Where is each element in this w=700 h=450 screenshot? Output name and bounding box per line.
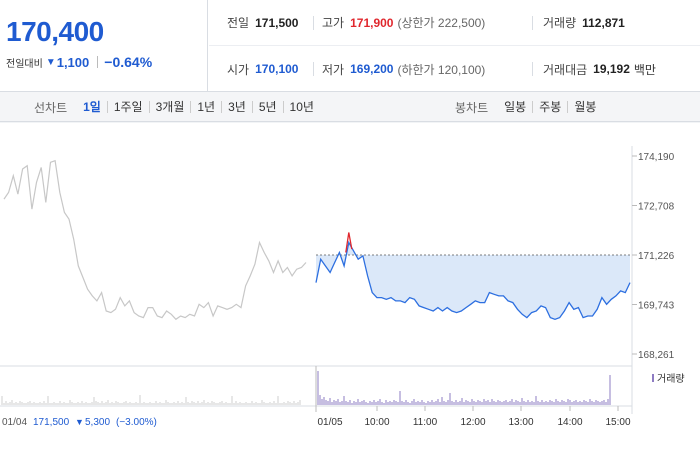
change-divider <box>97 56 99 68</box>
current-price: 170,400 <box>6 16 104 47</box>
tab-1day[interactable]: 1일 <box>83 100 101 114</box>
stat-value: 19,192 <box>593 62 630 76</box>
stats-row-1: 전일 171,500 고가 171,900 (상한가 222,500) 거래량 … <box>209 0 700 46</box>
stat-value: 169,200 <box>350 62 394 76</box>
stat-label: 거래대금 <box>543 62 588 77</box>
stat-value: 171,500 <box>255 15 299 30</box>
stat-open: 시가 170,100 <box>209 46 313 92</box>
stat-label: 시가 <box>227 62 250 77</box>
stat-trade-amount: 거래대금 19,192 백만 <box>533 46 656 92</box>
prev-close: 171,500 <box>33 417 70 428</box>
x-tick-label: 12:00 <box>460 417 485 428</box>
stat-note: (하한가 120,100) <box>397 62 486 77</box>
line-chart-label: 선차트 <box>34 100 68 115</box>
stat-value: 112,871 <box>582 15 625 30</box>
prev-date: 01/04 <box>2 417 27 428</box>
stat-volume: 거래량 112,871 <box>533 0 625 45</box>
x-tick-label: 14:00 <box>557 417 582 428</box>
stat-value: 170,100 <box>255 62 299 76</box>
stat-divider <box>313 62 314 76</box>
tab-3month[interactable]: 3개월 <box>148 101 191 113</box>
x-tick-label: 11:00 <box>413 417 438 428</box>
stat-unit: 백만 <box>633 62 656 77</box>
x-tick-label: 10:00 <box>364 417 389 428</box>
x-tick-label: 13:00 <box>508 417 533 428</box>
y-tick-label: 174,190 <box>638 152 675 163</box>
intraday-high-mark <box>345 232 353 253</box>
change-percent: −0.64% <box>104 54 153 70</box>
stat-high: 고가 171,900 (상한가 222,500) <box>314 0 532 45</box>
tab-daily[interactable]: 일봉 <box>504 100 527 114</box>
prev-day-summary: 01/04 171,500 ▼ 5,300 (−3.00%) <box>2 417 157 428</box>
stat-divider <box>532 62 533 76</box>
quote-header: 170,400 전일대비 ▼ 1,100 −0.64% 전일 171,500 고… <box>0 0 700 92</box>
volume-label: 거래량 <box>657 373 685 385</box>
stat-label: 고가 <box>322 16 345 30</box>
tab-monthly[interactable]: 월봉 <box>567 101 602 113</box>
stat-low: 저가 169,200 (하한가 120,100) <box>314 46 532 92</box>
x-tick-label: 15:00 <box>605 417 630 428</box>
tab-weekly[interactable]: 주봉 <box>532 101 567 113</box>
tab-1year[interactable]: 1년 <box>190 101 221 113</box>
volume-bars <box>1 371 611 405</box>
prev-percent: (−3.00%) <box>116 417 157 428</box>
y-tick-label: 168,261 <box>638 350 675 361</box>
price-summary: 170,400 전일대비 ▼ 1,100 −0.64% <box>0 0 208 92</box>
tab-1week[interactable]: 1주일 <box>106 101 149 113</box>
prev-change: 5,300 <box>85 417 110 428</box>
stats-row-2: 시가 170,100 저가 169,200 (하한가 120,100) 거래대금… <box>209 46 700 92</box>
prev-day-line <box>3 159 307 321</box>
y-axis: 174,190 172,708 171,226 169,743 168,261 <box>632 152 675 361</box>
tab-5year[interactable]: 5년 <box>251 101 283 113</box>
candle-chart-tabs: 봉차트 일봉 주봉 월봉 <box>455 92 602 122</box>
prev-down-arrow-icon: ▼ <box>75 417 84 427</box>
candle-chart-label: 봉차트 <box>455 100 489 115</box>
stat-divider <box>532 15 533 30</box>
change-label: 전일대비 <box>6 58 43 70</box>
chart-tab-bar: 선차트 1일 1주일 3개월 1년 3년 5년 10년 봉차트 일봉 주봉 월봉 <box>0 92 700 122</box>
tab-3year[interactable]: 3년 <box>221 101 252 113</box>
line-chart-tabs: 선차트 1일 1주일 3개월 1년 3년 5년 10년 <box>34 92 320 122</box>
y-tick-label: 171,226 <box>638 251 675 262</box>
y-tick-label: 172,708 <box>638 202 675 213</box>
x-axis: 01/05 10:00 11:00 12:00 13:00 14:00 15:00 <box>317 406 631 428</box>
stat-label: 전일 <box>227 16 250 30</box>
down-arrow-icon: ▼ <box>45 56 56 68</box>
stat-label: 거래량 <box>543 16 577 30</box>
today-area-fill <box>316 242 630 320</box>
change-amount: 1,100 <box>56 54 90 70</box>
stat-prev-close: 전일 171,500 <box>209 0 313 45</box>
change-line: 전일대비 ▼ 1,100 −0.64% <box>6 54 152 70</box>
x-tick-label: 01/05 <box>317 417 342 428</box>
tab-10year[interactable]: 10년 <box>282 101 320 113</box>
volume-legend: 거래량 <box>652 373 685 385</box>
stat-value: 171,900 <box>350 15 394 30</box>
y-tick-label: 169,743 <box>638 301 675 312</box>
stat-divider <box>313 15 314 30</box>
stat-note: (상한가 222,500) <box>397 16 486 30</box>
today-line <box>315 240 631 320</box>
stat-label: 저가 <box>322 62 345 77</box>
